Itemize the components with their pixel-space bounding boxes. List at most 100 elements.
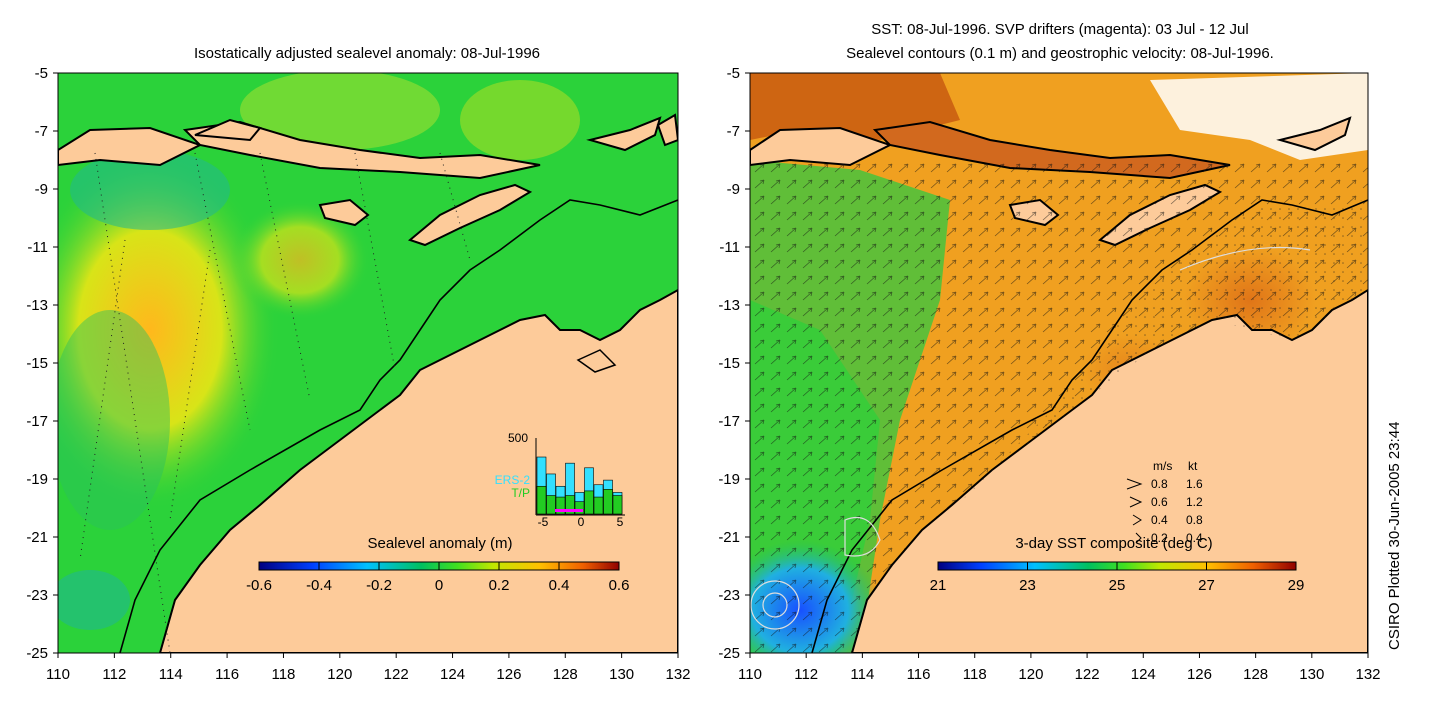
velocity-key-arrow: [1135, 532, 1142, 544]
left-colorbar-tick-label: -0.2: [366, 577, 392, 594]
left-xtick-label: 114: [159, 666, 183, 683]
velocity-key-kt: 0.4: [1186, 531, 1203, 545]
velocity-key-arrow: [1126, 478, 1143, 490]
right-ytick-label: -23: [718, 587, 740, 604]
right-xtick-label: 110: [738, 666, 762, 683]
right-colorbar-tick-label: 29: [1288, 577, 1305, 594]
right-colorbar-tick-label: 25: [1109, 577, 1126, 594]
right-ytick-label: -21: [718, 529, 740, 546]
left-colorbar-tick-label: 0.4: [549, 577, 570, 594]
inset-bar-tp: [612, 495, 623, 515]
inset-xtick-0: -5: [538, 515, 549, 529]
left-ytick-label: -9: [35, 181, 48, 198]
right-ytick-label: -19: [718, 471, 740, 488]
left-xtick-label: 122: [384, 666, 409, 683]
right-panel-title-1: SST: 08-Jul-1996. SVP drifters (magenta)…: [871, 21, 1248, 38]
inset-xtick-1: 0: [578, 515, 585, 529]
right-ytick-label: -15: [718, 355, 740, 372]
velocity-key-kt: 1.6: [1186, 477, 1203, 491]
right-ytick-label: -13: [718, 297, 740, 314]
left-panel-title: Isostatically adjusted sealevel anomaly:…: [194, 45, 540, 62]
right-xtick-label: 116: [907, 666, 931, 683]
right-xtick-label: 124: [1131, 666, 1156, 683]
velocity-key: m/s kt 0.8 1.6 0.6 1.2 0.4 0.8 0.2 0.4: [1126, 459, 1203, 545]
inset-bar-tp: [603, 489, 613, 515]
right-ytick-label: -25: [718, 645, 740, 662]
left-colorbar-label: Sealevel anomaly (m): [367, 535, 512, 552]
right-xtick-label: 114: [850, 666, 874, 683]
velocity-key-header-kt: kt: [1188, 459, 1198, 473]
inset-histogram: 500 ERS-2 T/P -5 0 5: [495, 431, 625, 529]
right-xtick-label: 122: [1075, 666, 1100, 683]
velocity-key-ms: 0.6: [1151, 495, 1168, 509]
left-colorbar-tick-label: 0.2: [489, 577, 510, 594]
right-xtick-label: 112: [794, 666, 818, 683]
inset-ylabel: 500: [508, 431, 528, 445]
inset-xtick-2: 5: [617, 515, 624, 529]
left-ytick-label: -21: [26, 529, 48, 546]
velocity-key-header-ms: m/s: [1153, 459, 1172, 473]
left-xtick-label: 132: [665, 666, 690, 683]
velocity-key-kt: 1.2: [1186, 495, 1203, 509]
left-colorbar-tick-label: -0.4: [306, 577, 332, 594]
left-xtick-label: 112: [102, 666, 126, 683]
left-ytick-label: -5: [35, 65, 48, 82]
left-ytick-label: -25: [26, 645, 48, 662]
right-ytick-label: -17: [718, 413, 740, 430]
right-xtick-label: 130: [1299, 666, 1324, 683]
inset-bar-tp: [574, 501, 585, 515]
velocity-key-ms: 0.8: [1151, 477, 1168, 491]
velocity-key-arrow: [1129, 496, 1143, 508]
left-colorbar-tick-label: -0.6: [246, 577, 272, 594]
left-ytick-label: -15: [26, 355, 48, 372]
right-colorbar-tick-label: 27: [1198, 577, 1215, 594]
right-xtick-label: 120: [1018, 666, 1043, 683]
inset-legend-ers2: ERS-2: [495, 473, 531, 487]
right-ytick-label: -5: [727, 65, 740, 82]
left-map: [58, 73, 678, 653]
left-xtick-label: 120: [327, 666, 352, 683]
inset-bar-tp: [555, 496, 566, 515]
right-ytick-label: -7: [727, 123, 740, 140]
inset-bar-tp: [565, 495, 575, 515]
right-xtick-label: 128: [1243, 666, 1268, 683]
inset-bar-tp: [593, 496, 604, 515]
left-colorbar-tick-label: 0.6: [609, 577, 630, 594]
right-xtick-label: 118: [963, 666, 987, 683]
right-colorbar: 3-day SST composite (deg C) 21 23 25 27 29: [930, 535, 1305, 594]
inset-bar-tp: [584, 490, 594, 515]
right-xtick-label: 126: [1187, 666, 1212, 683]
right-ytick-label: -11: [719, 239, 740, 256]
inset-drifter-marker: [555, 509, 583, 512]
left-xtick-label: 130: [609, 666, 634, 683]
left-xtick-label: 116: [215, 666, 239, 683]
velocity-key-arrow: [1132, 514, 1142, 526]
left-xtick-label: 128: [553, 666, 578, 683]
velocity-key-ms: 0.2: [1151, 531, 1168, 545]
right-xtick-label: 132: [1355, 666, 1380, 683]
inset-legend-tp: T/P: [511, 486, 530, 500]
left-ytick-label: -19: [26, 471, 48, 488]
inset-bar-tp: [546, 495, 556, 515]
left-ytick-label: -23: [26, 587, 48, 604]
left-colorbar-tick-label: 0: [435, 577, 443, 594]
right-colorbar-tick-label: 21: [930, 577, 947, 594]
right-colorbar-label: 3-day SST composite (deg C): [1015, 535, 1212, 552]
right-ytick-label: -9: [727, 181, 740, 198]
velocity-key-ms: 0.4: [1151, 513, 1168, 527]
left-xtick-label: 124: [440, 666, 465, 683]
left-colorbar: Sealevel anomaly (m) -0.6 -0.4 -0.2 0 0.2 0.4…: [246, 535, 629, 594]
right-colorbar-tick-label: 23: [1019, 577, 1036, 594]
left-xtick-label: 110: [46, 666, 70, 683]
inset-bar-tp: [536, 485, 547, 515]
left-ytick-label: -11: [27, 239, 48, 256]
right-map: [750, 73, 1368, 653]
credit-text: CSIRO Plotted 30-Jun-2005 23:44: [1386, 421, 1403, 650]
left-ytick-label: -13: [26, 297, 48, 314]
left-xtick-label: 126: [496, 666, 521, 683]
left-ytick-label: -7: [35, 123, 48, 140]
right-panel-title-2: Sealevel contours (0.1 m) and geostrophi…: [846, 45, 1274, 62]
left-ytick-label: -17: [26, 413, 48, 430]
left-xtick-label: 118: [271, 666, 295, 683]
velocity-key-kt: 0.8: [1186, 513, 1203, 527]
